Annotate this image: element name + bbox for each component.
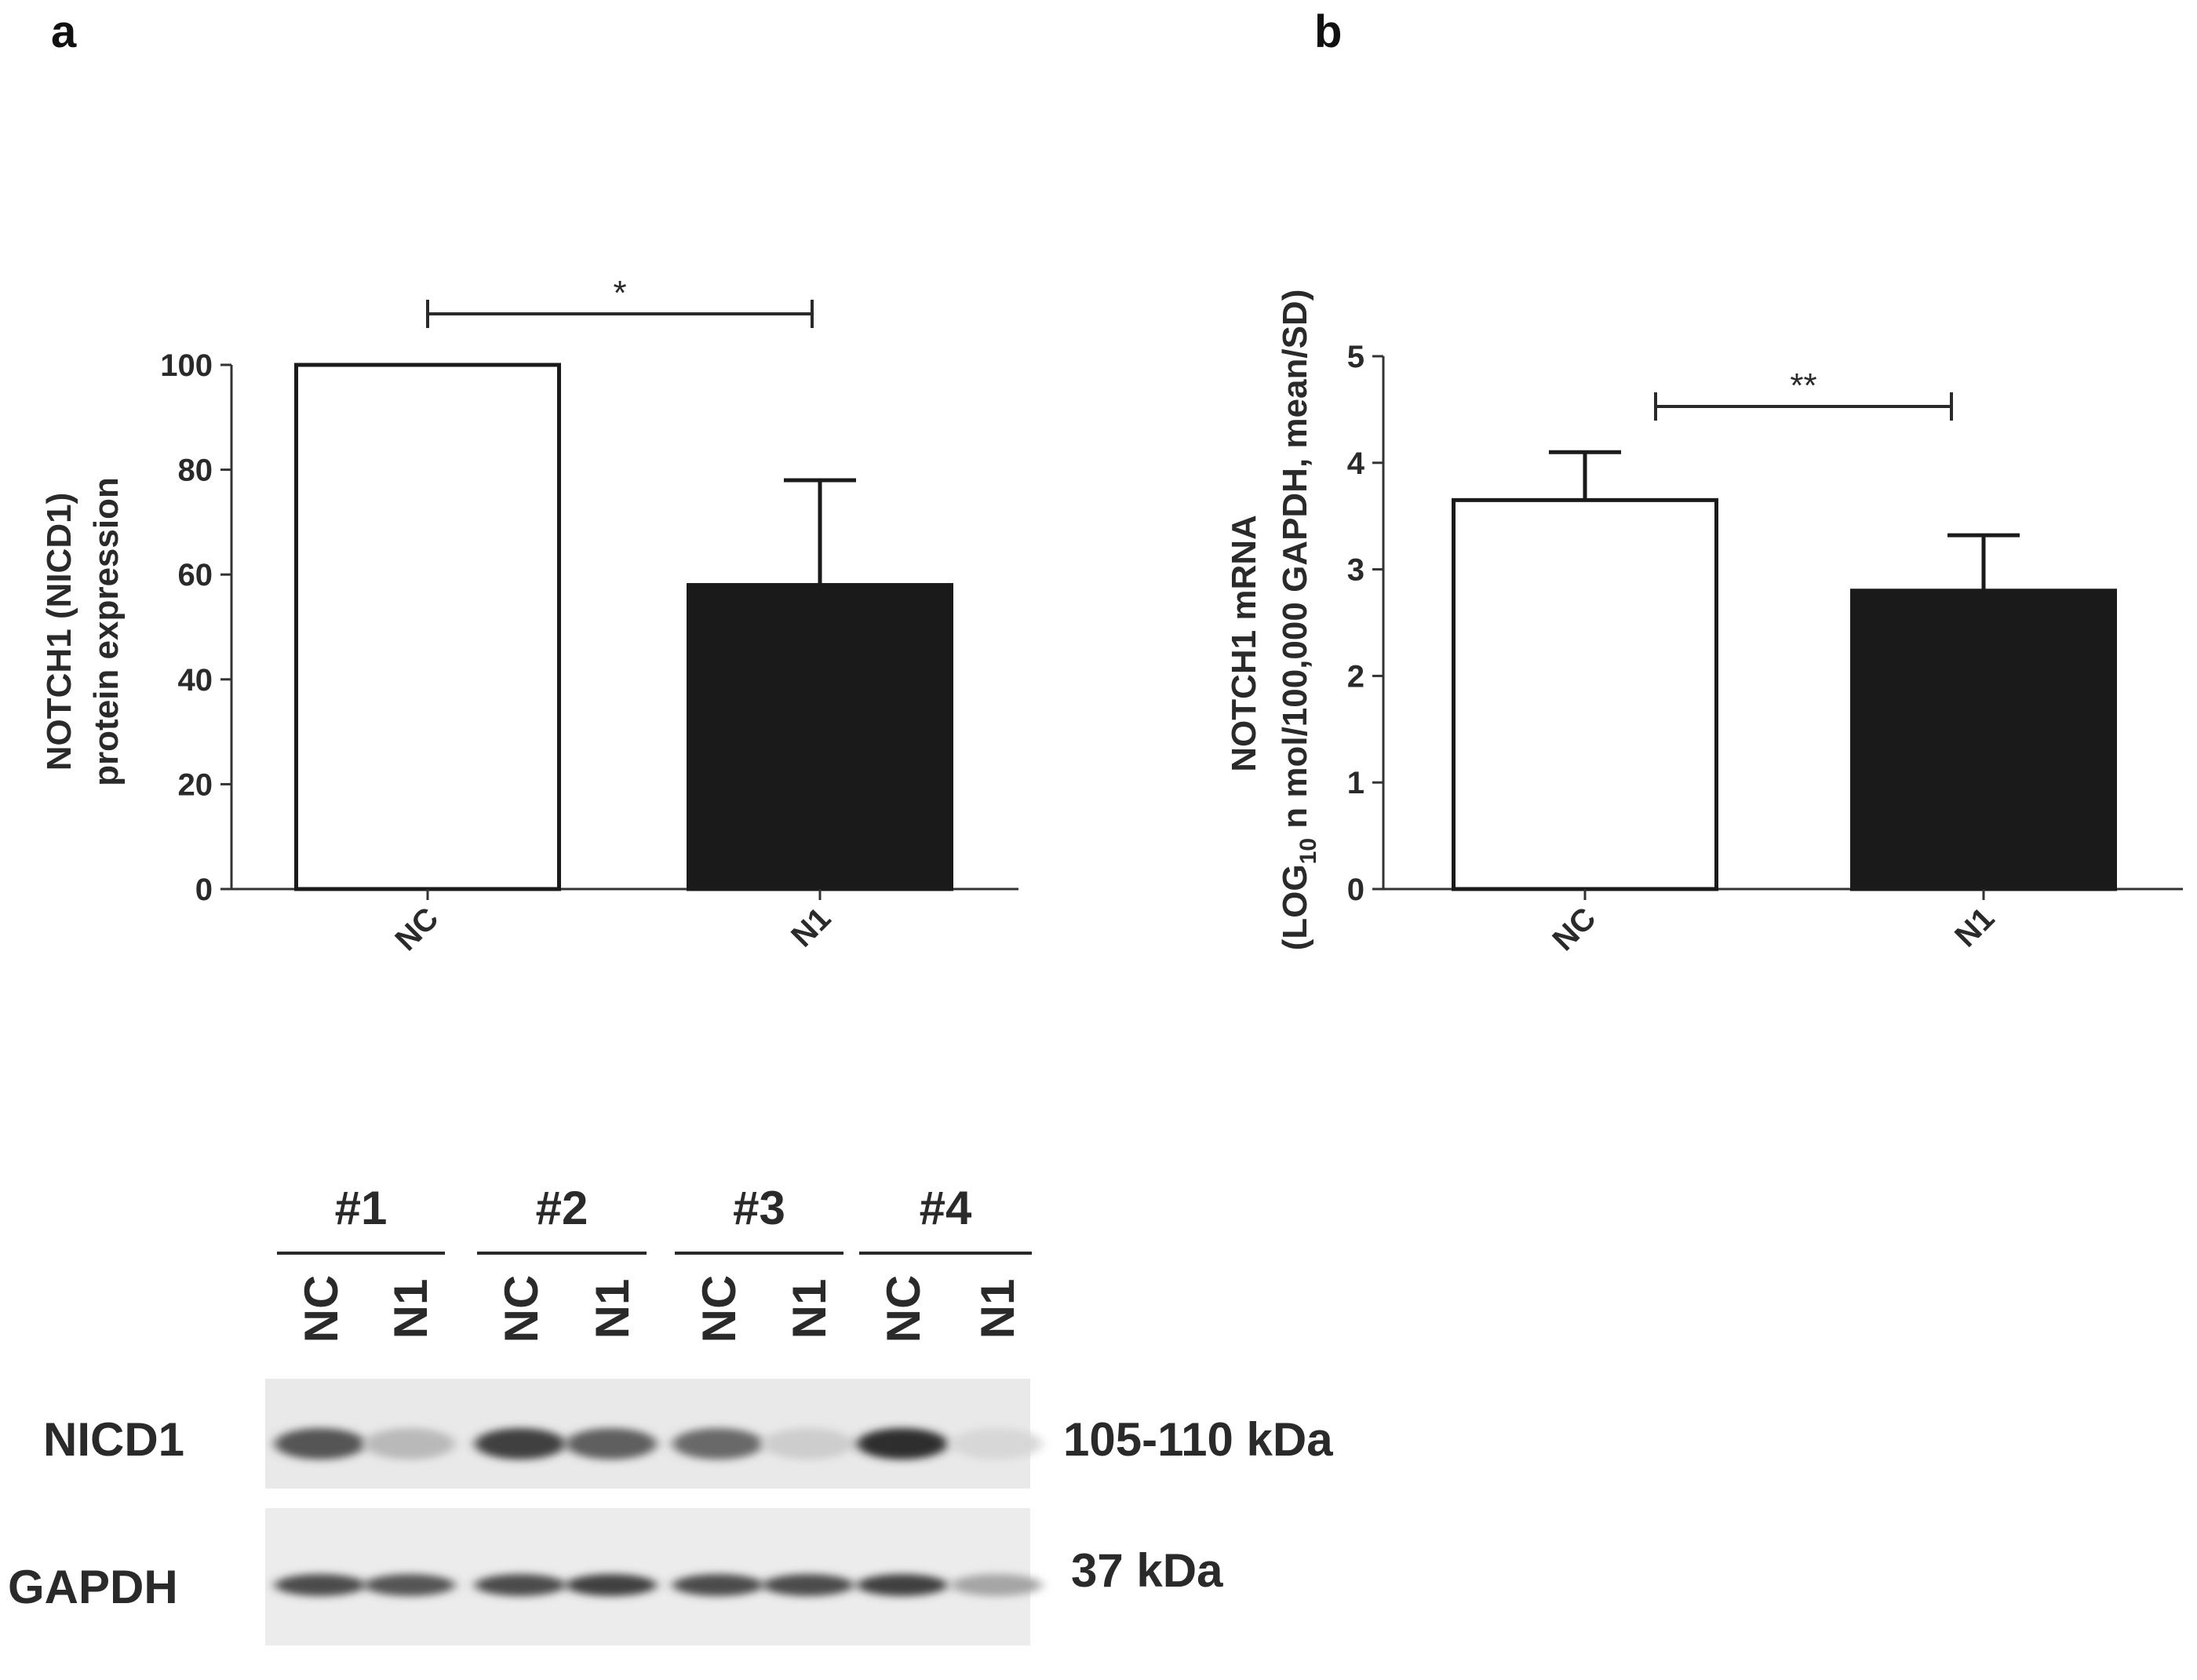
blot-band-gapdh: [857, 1574, 948, 1596]
blot-band-nicd1: [364, 1428, 455, 1460]
chart-a-ylabel-line2: protein expression: [87, 477, 126, 786]
chart-b-y-tick-label: 0: [1347, 873, 1364, 907]
blot-size-gapdh: 37 kDa: [1071, 1544, 1223, 1597]
panel-b-letter: b: [1314, 6, 1342, 57]
blot-group-label: #4: [920, 1182, 972, 1234]
blot-lane-label: NC: [877, 1275, 930, 1343]
chart-a-bar-n1: [687, 583, 953, 891]
chart-b-significance-label: **: [1790, 366, 1816, 405]
blot-lane-label: N1: [971, 1279, 1024, 1339]
blot-band-nicd1: [951, 1428, 1042, 1460]
chart-a-y-tick-label: 60: [178, 558, 213, 592]
chart-b-y-tick-label: 1: [1347, 766, 1364, 800]
blot-band-nicd1: [857, 1428, 948, 1460]
blot-band-nicd1: [672, 1428, 763, 1460]
blot-label-nicd1: NICD1: [43, 1413, 184, 1466]
blot-band-gapdh: [364, 1574, 455, 1596]
chart-a-x-label-n1: N1: [785, 901, 837, 953]
chart-b-ylabel-suffix: n mol/100,000 GAPDH, mean/SD): [1276, 290, 1314, 838]
blot-band-nicd1: [763, 1428, 854, 1460]
blot-band-nicd1: [475, 1428, 566, 1460]
blot-band-nicd1: [566, 1428, 657, 1460]
chart-a: NOTCH1 (NICD1) protein expression 0 20 40 6…: [40, 274, 1018, 957]
chart-b-bar-nc: [1452, 497, 1718, 891]
chart-b-y-tick-label: 4: [1347, 446, 1365, 481]
chart-a-y-tick-label: 20: [178, 767, 213, 802]
chart-a-bar-nc: [294, 363, 561, 891]
chart-a-y-tick-label: 0: [195, 873, 213, 907]
blot-band-gapdh: [275, 1574, 366, 1596]
blot-lane-label: NC: [295, 1275, 348, 1343]
blot-band-gapdh: [672, 1574, 763, 1596]
blot-lane-label: N1: [783, 1279, 836, 1339]
chart-b: NOTCH1 mRNA (LOG10 n mol/100,000 GAPDH, …: [1225, 290, 2183, 957]
chart-a-y-tick-label: 80: [178, 454, 213, 488]
blot-group-label: #2: [536, 1182, 588, 1234]
blot-band-gapdh: [566, 1574, 657, 1596]
chart-a-y-tick-label: 40: [178, 663, 213, 698]
chart-b-ylabel-prefix: (LOG: [1276, 864, 1314, 950]
chart-b-y-tick-label: 2: [1347, 659, 1364, 694]
blot-lane-label: NC: [693, 1275, 745, 1343]
chart-b-y-tick-label: 5: [1347, 340, 1364, 374]
panel-a-letter: a: [51, 6, 77, 57]
blot-band-gapdh: [475, 1574, 566, 1596]
blot-size-nicd1: 105-110 kDa: [1063, 1413, 1333, 1466]
blot-band-gapdh: [763, 1574, 854, 1596]
western-blot: NICD1 GAPDH 105-110 kDa 37 kDa #1 #2 #3 #4 N…: [8, 1182, 1333, 1645]
chart-b-y-tick-label: 3: [1347, 553, 1364, 588]
blot-lane-label: N1: [586, 1279, 639, 1339]
blot-lane-label: NC: [495, 1275, 548, 1343]
chart-b-bar-n1: [1850, 589, 2117, 891]
blot-band-nicd1: [275, 1428, 366, 1460]
blot-band-gapdh: [951, 1574, 1042, 1596]
chart-a-significance-label: *: [613, 274, 626, 312]
chart-b-x-label-n1: N1: [1948, 901, 2001, 953]
blot-label-gapdh: GAPDH: [8, 1561, 178, 1613]
blot-group-label: #1: [335, 1182, 388, 1234]
chart-a-y-tick-label: 100: [160, 348, 213, 383]
blot-group-label: #3: [733, 1182, 785, 1234]
chart-b-x-label-nc: NC: [1546, 901, 1602, 957]
chart-a-x-label-nc: NC: [388, 901, 445, 957]
chart-b-ylabel-line2: (LOG10 n mol/100,000 GAPDH, mean/SD): [1276, 290, 1321, 951]
chart-b-ylabel-line1: NOTCH1 mRNA: [1225, 515, 1263, 772]
chart-a-ylabel-line1: NOTCH1 (NICD1): [40, 493, 78, 771]
chart-b-ylabel-sub: 10: [1295, 838, 1321, 864]
blot-lane-label: N1: [384, 1279, 437, 1339]
